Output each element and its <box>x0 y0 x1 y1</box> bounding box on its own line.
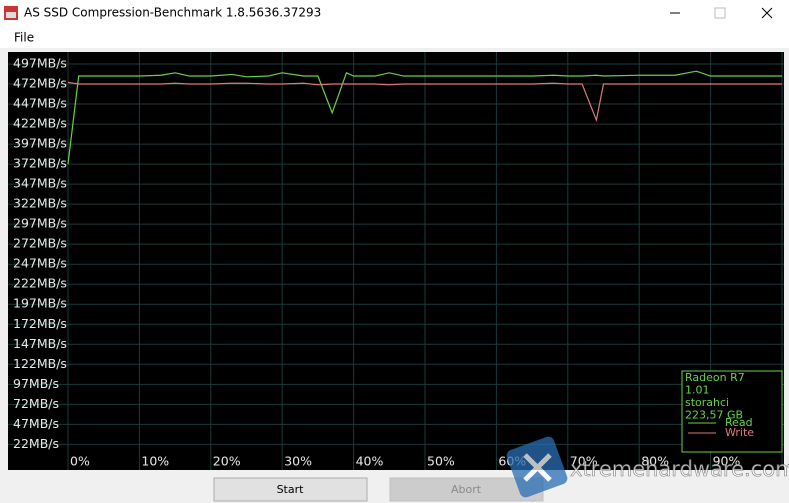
y-tick-label: 147MB/s <box>13 336 67 351</box>
watermark-text: xtremehardware.com <box>570 457 789 481</box>
info-text: storahci <box>685 396 729 409</box>
abort-button-label: Abort <box>451 483 482 496</box>
x-tick-label: 30% <box>284 454 312 469</box>
y-tick-label: 372MB/s <box>13 156 67 171</box>
menu-item[interactable]: File <box>14 31 34 45</box>
x-tick-label: 70% <box>570 454 598 469</box>
y-tick-label: 422MB/s <box>13 116 67 131</box>
data-line <box>67 70 782 165</box>
y-tick-label: 397MB/s <box>13 136 67 151</box>
y-tick-label: 222MB/s <box>13 276 67 291</box>
y-tick-label: 47MB/s <box>13 416 59 431</box>
chart: 497MB/s 472MB/s 447MB/s 422MB/s 397MB/s 372MB… <box>8 52 789 470</box>
y-tick-label: 72MB/s <box>13 396 59 411</box>
app-icon-detail <box>6 12 16 18</box>
y-tick-label: 172MB/s <box>13 316 67 331</box>
info-text: Radeon R7 <box>685 371 745 384</box>
y-tick-label: 497MB/s <box>13 56 67 71</box>
window-title: AS SSD Compression-Benchmark 1.8.5636.37… <box>24 6 321 20</box>
x-tick-label: 20% <box>213 454 241 469</box>
legend-box <box>681 370 783 453</box>
close-button[interactable] <box>761 7 773 19</box>
x-tick-label: 10% <box>141 454 169 469</box>
y-tick-label: 97MB/s <box>13 376 59 391</box>
legend-label: Write <box>725 426 754 439</box>
x-tick-label: 0% <box>70 454 90 469</box>
x-tick-label: 50% <box>427 454 455 469</box>
y-tick-label: 322MB/s <box>13 196 67 211</box>
y-tick-label: 272MB/s <box>13 236 67 251</box>
x-tick-label: 90% <box>713 454 741 469</box>
info-text: 223,57 GB <box>685 409 743 422</box>
x-tick-label: 40% <box>356 454 384 469</box>
watermark-logo-x <box>523 453 552 482</box>
y-tick-label: 297MB/s <box>13 216 67 231</box>
x-tick-label: 100% <box>784 454 789 469</box>
legend-label: Read <box>725 416 753 429</box>
y-tick-label: 447MB/s <box>13 96 67 111</box>
y-tick-label: 472MB/s <box>13 76 67 91</box>
x-tick-label: 80% <box>641 454 669 469</box>
y-tick-label: 22MB/s <box>13 436 59 451</box>
data-line <box>67 81 782 123</box>
menu-bar <box>0 27 789 48</box>
y-tick-label: 247MB/s <box>13 256 67 271</box>
y-tick-label: 122MB/s <box>13 356 67 371</box>
title-bar <box>0 0 789 27</box>
start-button[interactable] <box>213 477 368 502</box>
y-tick-label: 347MB/s <box>13 176 67 191</box>
watermark: xtremehardware.com <box>506 436 789 498</box>
maximize-button[interactable] <box>714 7 726 19</box>
info-text: 1.01 <box>685 384 710 397</box>
plot-area <box>8 52 784 470</box>
y-tick-label: 197MB/s <box>13 296 67 311</box>
start-button-label[interactable]: Start <box>277 483 305 496</box>
